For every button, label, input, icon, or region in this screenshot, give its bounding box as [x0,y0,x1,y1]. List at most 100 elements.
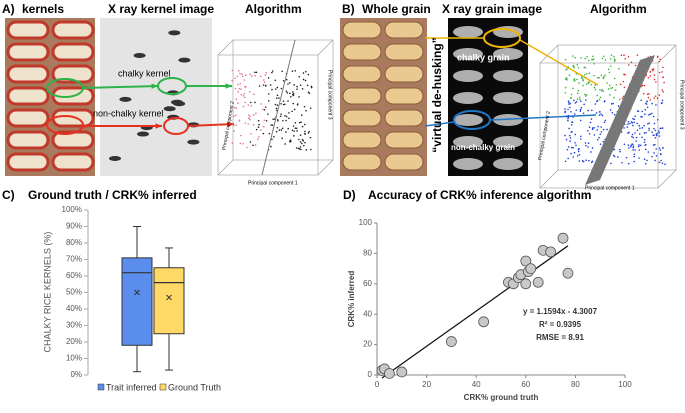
dot [578,96,581,99]
dot [647,96,650,99]
xray-grain [493,92,523,104]
dot [599,143,602,145]
dot [288,117,290,120]
dot [641,110,644,113]
dot [585,144,587,147]
dot [590,151,592,153]
dot [279,115,282,118]
dot [308,130,311,133]
dot [271,124,274,126]
dot [304,123,306,126]
dot [269,84,272,86]
grain [384,65,424,83]
dot [596,99,599,102]
dot [615,83,618,86]
dot [660,159,662,162]
dot [586,55,588,58]
dot [290,140,292,143]
dot [293,135,295,137]
dot [244,101,247,104]
dot [602,90,605,92]
dot [600,113,602,115]
dot [285,115,288,118]
dot [243,79,246,81]
dot [584,95,587,97]
dot [306,84,309,87]
dot [630,144,633,147]
y-tick-label: 90% [66,222,82,231]
dot [627,144,630,146]
dot [575,144,577,147]
cube-edge [539,44,559,64]
dot [639,144,642,147]
dot [298,138,300,141]
dot [570,146,573,149]
dot [572,87,574,90]
decoration [5,18,677,189]
point [520,278,532,290]
dot [297,147,300,150]
dot [654,136,657,139]
dot [580,57,582,59]
dot [589,121,592,124]
panel-heading: X ray kernel image [108,2,214,16]
dot [643,124,645,127]
grain [342,43,382,61]
dot [617,156,619,158]
dot [254,144,257,146]
dot [247,114,250,116]
dot [280,113,282,115]
dot [271,88,273,91]
dot [598,136,600,139]
axis-label: Principal component 1 [585,185,635,191]
dot [594,88,597,91]
dot [574,142,576,144]
x-tick-label: 60 [521,380,530,389]
dot [610,162,612,165]
dot [627,56,630,58]
dot [278,97,280,99]
dot [651,155,653,158]
dot [243,93,246,95]
dot [293,84,295,86]
dot [578,147,580,150]
dot [654,143,656,146]
dot [654,129,657,132]
dot [280,129,283,131]
legend-label: Ground Truth [168,382,221,392]
dot [570,97,573,99]
pointer [519,39,599,86]
dot [588,59,590,62]
xray-grain [453,26,483,38]
dot [236,75,239,78]
dot [607,68,610,71]
dot [255,71,258,74]
dot [234,87,237,90]
x-tick-label: 0 [375,380,380,389]
dot [649,75,652,77]
dot [587,146,589,148]
dot [246,146,248,149]
dot [621,161,623,164]
dot [299,134,302,136]
dot [309,136,312,139]
dot [280,87,283,90]
dot [239,82,241,85]
cube-edge [217,39,234,56]
dot [619,83,622,86]
dot [275,107,278,110]
dot [572,146,574,149]
dot [656,119,659,121]
grain [51,64,95,84]
dot [626,126,629,128]
dot [575,73,578,75]
dot [265,71,268,74]
dot [307,91,310,93]
dot [582,78,584,80]
dot [580,100,582,103]
dot [287,127,289,130]
cube-edge [557,44,677,171]
dot [658,131,661,134]
dot [618,68,620,70]
